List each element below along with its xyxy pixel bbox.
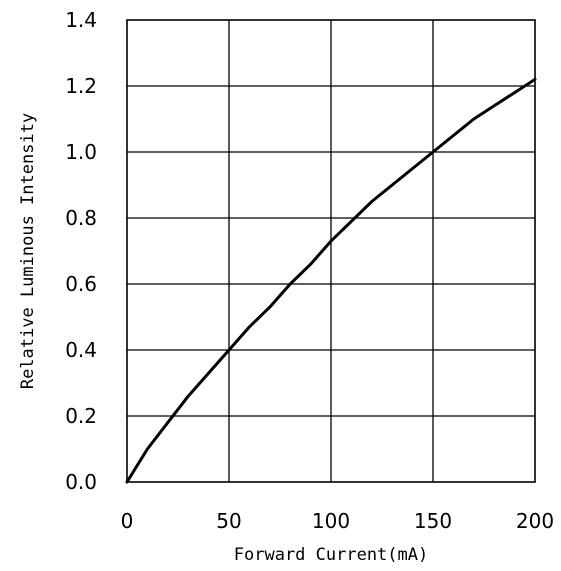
y-axis-tick-labels: 0.0 0.2 0.4 0.6 0.8 1.0 1.2 1.4 bbox=[65, 8, 97, 494]
y-tick-label: 1.2 bbox=[65, 74, 97, 98]
x-tick-label: 50 bbox=[216, 509, 241, 533]
y-tick-label: 0.4 bbox=[65, 338, 97, 362]
series-line-0 bbox=[125, 77, 537, 484]
y-tick-label: 0.6 bbox=[65, 272, 97, 296]
y-axis-label: Relative Luminous Intensity bbox=[18, 113, 38, 389]
y-tick-label: 0.8 bbox=[65, 206, 97, 230]
grid-lines bbox=[127, 20, 535, 482]
x-axis-tick-labels: 0 50 100 150 200 bbox=[121, 509, 554, 533]
plot-area-frame bbox=[126, 19, 536, 483]
series-layer bbox=[125, 77, 537, 484]
x-tick-label: 150 bbox=[414, 509, 452, 533]
y-tick-label: 1.4 bbox=[65, 8, 97, 32]
y-tick-label: 0.0 bbox=[65, 470, 97, 494]
y-tick-label: 1.0 bbox=[65, 140, 97, 164]
x-axis-label: Forward Current(mA) bbox=[234, 545, 428, 565]
x-tick-label: 200 bbox=[516, 509, 554, 533]
x-tick-label: 0 bbox=[121, 509, 134, 533]
y-tick-label: 0.2 bbox=[65, 404, 97, 428]
x-tick-label: 100 bbox=[312, 509, 350, 533]
